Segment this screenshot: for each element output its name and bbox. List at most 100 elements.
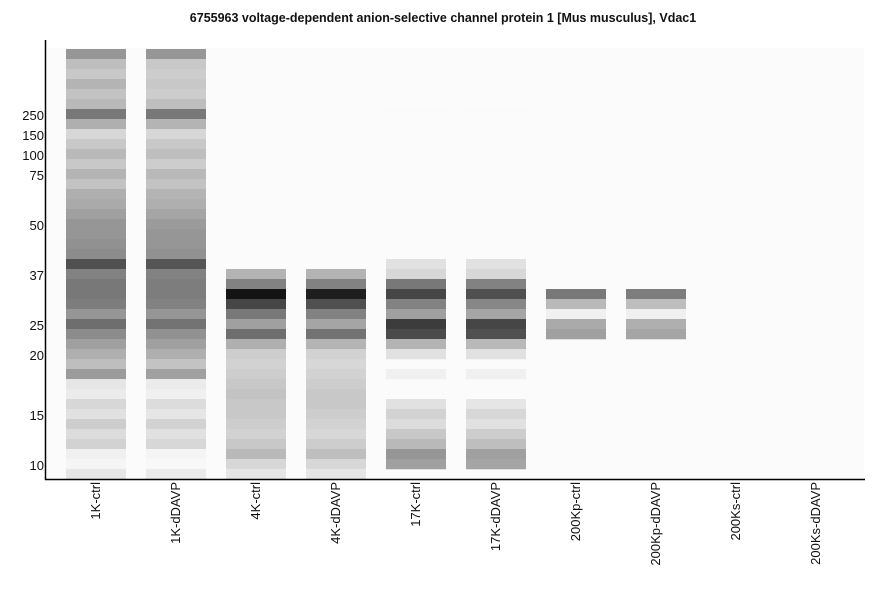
gel-band bbox=[226, 399, 286, 410]
gel-band bbox=[226, 309, 286, 320]
lane-4K-dDAVP bbox=[306, 269, 366, 480]
gel-band bbox=[146, 439, 206, 450]
gel-band bbox=[226, 419, 286, 430]
gel-band bbox=[386, 449, 446, 460]
gel-band bbox=[386, 339, 446, 350]
gel-band bbox=[306, 289, 366, 300]
gel-band bbox=[66, 249, 126, 260]
gel-band bbox=[66, 99, 126, 110]
gel-band bbox=[146, 199, 206, 210]
gel-band bbox=[66, 449, 126, 460]
gel-band bbox=[146, 339, 206, 350]
gel-band bbox=[466, 269, 526, 280]
x-tick-label: 17K-ctrl bbox=[408, 482, 423, 527]
gel-band bbox=[146, 369, 206, 380]
gel-band bbox=[146, 49, 206, 60]
gel-band bbox=[386, 399, 446, 410]
gel-band bbox=[66, 129, 126, 140]
gel-band bbox=[306, 389, 366, 400]
gel-band bbox=[146, 119, 206, 130]
gel-band bbox=[66, 459, 126, 470]
lane-4K-ctrl bbox=[226, 269, 286, 480]
gel-band bbox=[306, 279, 366, 290]
gel-band bbox=[626, 289, 686, 300]
gel-band bbox=[146, 409, 206, 420]
gel-band bbox=[386, 329, 446, 340]
gel-band bbox=[66, 169, 126, 180]
y-tick-label: 20 bbox=[29, 348, 44, 363]
gel-band bbox=[306, 319, 366, 330]
gel-band bbox=[146, 79, 206, 90]
gel-band bbox=[466, 109, 526, 120]
gel-band bbox=[546, 309, 606, 320]
gel-band bbox=[146, 229, 206, 240]
gel-band bbox=[146, 309, 206, 320]
gel-band bbox=[306, 459, 366, 470]
gel-band bbox=[146, 129, 206, 140]
gel-band bbox=[66, 149, 126, 160]
gel-band bbox=[226, 319, 286, 330]
gel-band bbox=[146, 379, 206, 390]
gel-band bbox=[546, 299, 606, 310]
lane-1K-ctrl bbox=[66, 49, 126, 480]
x-tick-label: 200Ks-dDAVP bbox=[808, 482, 823, 565]
gel-band bbox=[226, 339, 286, 350]
gel-band bbox=[386, 419, 446, 430]
lane-17K-ctrl bbox=[386, 109, 446, 470]
gel-band bbox=[66, 329, 126, 340]
gel-band bbox=[146, 109, 206, 120]
gel-band bbox=[306, 449, 366, 460]
x-tick-label: 4K-ctrl bbox=[248, 482, 263, 520]
gel-band bbox=[226, 349, 286, 360]
gel-band bbox=[146, 299, 206, 310]
gel-band bbox=[466, 399, 526, 410]
gel-band bbox=[66, 389, 126, 400]
gel-band bbox=[66, 219, 126, 230]
y-tick-label: 37 bbox=[29, 268, 44, 283]
gel-band bbox=[466, 319, 526, 330]
gel-band bbox=[66, 79, 126, 90]
gel-band bbox=[306, 419, 366, 430]
gel-band bbox=[386, 309, 446, 320]
gel-band bbox=[306, 349, 366, 360]
gel-band bbox=[306, 399, 366, 410]
gel-band bbox=[466, 429, 526, 440]
gel-band bbox=[386, 439, 446, 450]
gel-band bbox=[386, 269, 446, 280]
gel-band bbox=[306, 469, 366, 480]
gel-band bbox=[626, 299, 686, 310]
gel-band bbox=[146, 239, 206, 250]
gel-band bbox=[226, 389, 286, 400]
gel-band bbox=[226, 269, 286, 280]
gel-band bbox=[66, 119, 126, 130]
gel-band bbox=[66, 409, 126, 420]
gel-band bbox=[386, 349, 446, 360]
gel-band bbox=[306, 329, 366, 340]
gel-band bbox=[66, 289, 126, 300]
x-tick-label: 4K-dDAVP bbox=[328, 482, 343, 544]
gel-band bbox=[466, 339, 526, 350]
gel-band bbox=[66, 359, 126, 370]
x-tick-label: 200Kp-dDAVP bbox=[648, 482, 663, 566]
gel-band bbox=[66, 89, 126, 100]
gel-band bbox=[466, 299, 526, 310]
gel-band bbox=[226, 409, 286, 420]
gel-band bbox=[146, 139, 206, 150]
gel-band bbox=[146, 269, 206, 280]
gel-band bbox=[226, 369, 286, 380]
gel-band bbox=[146, 189, 206, 200]
gel-band bbox=[66, 439, 126, 450]
gel-band bbox=[146, 169, 206, 180]
x-tick-label: 17K-dDAVP bbox=[488, 482, 503, 552]
gel-band bbox=[306, 339, 366, 350]
y-tick-label: 10 bbox=[29, 458, 44, 473]
gel-band bbox=[146, 319, 206, 330]
gel-band bbox=[146, 449, 206, 460]
gel-band bbox=[66, 469, 126, 480]
gel-band bbox=[66, 269, 126, 280]
x-tick-label: 200Kp-ctrl bbox=[568, 482, 583, 542]
gel-band bbox=[66, 209, 126, 220]
gel-band bbox=[626, 309, 686, 320]
gel-band bbox=[226, 439, 286, 450]
